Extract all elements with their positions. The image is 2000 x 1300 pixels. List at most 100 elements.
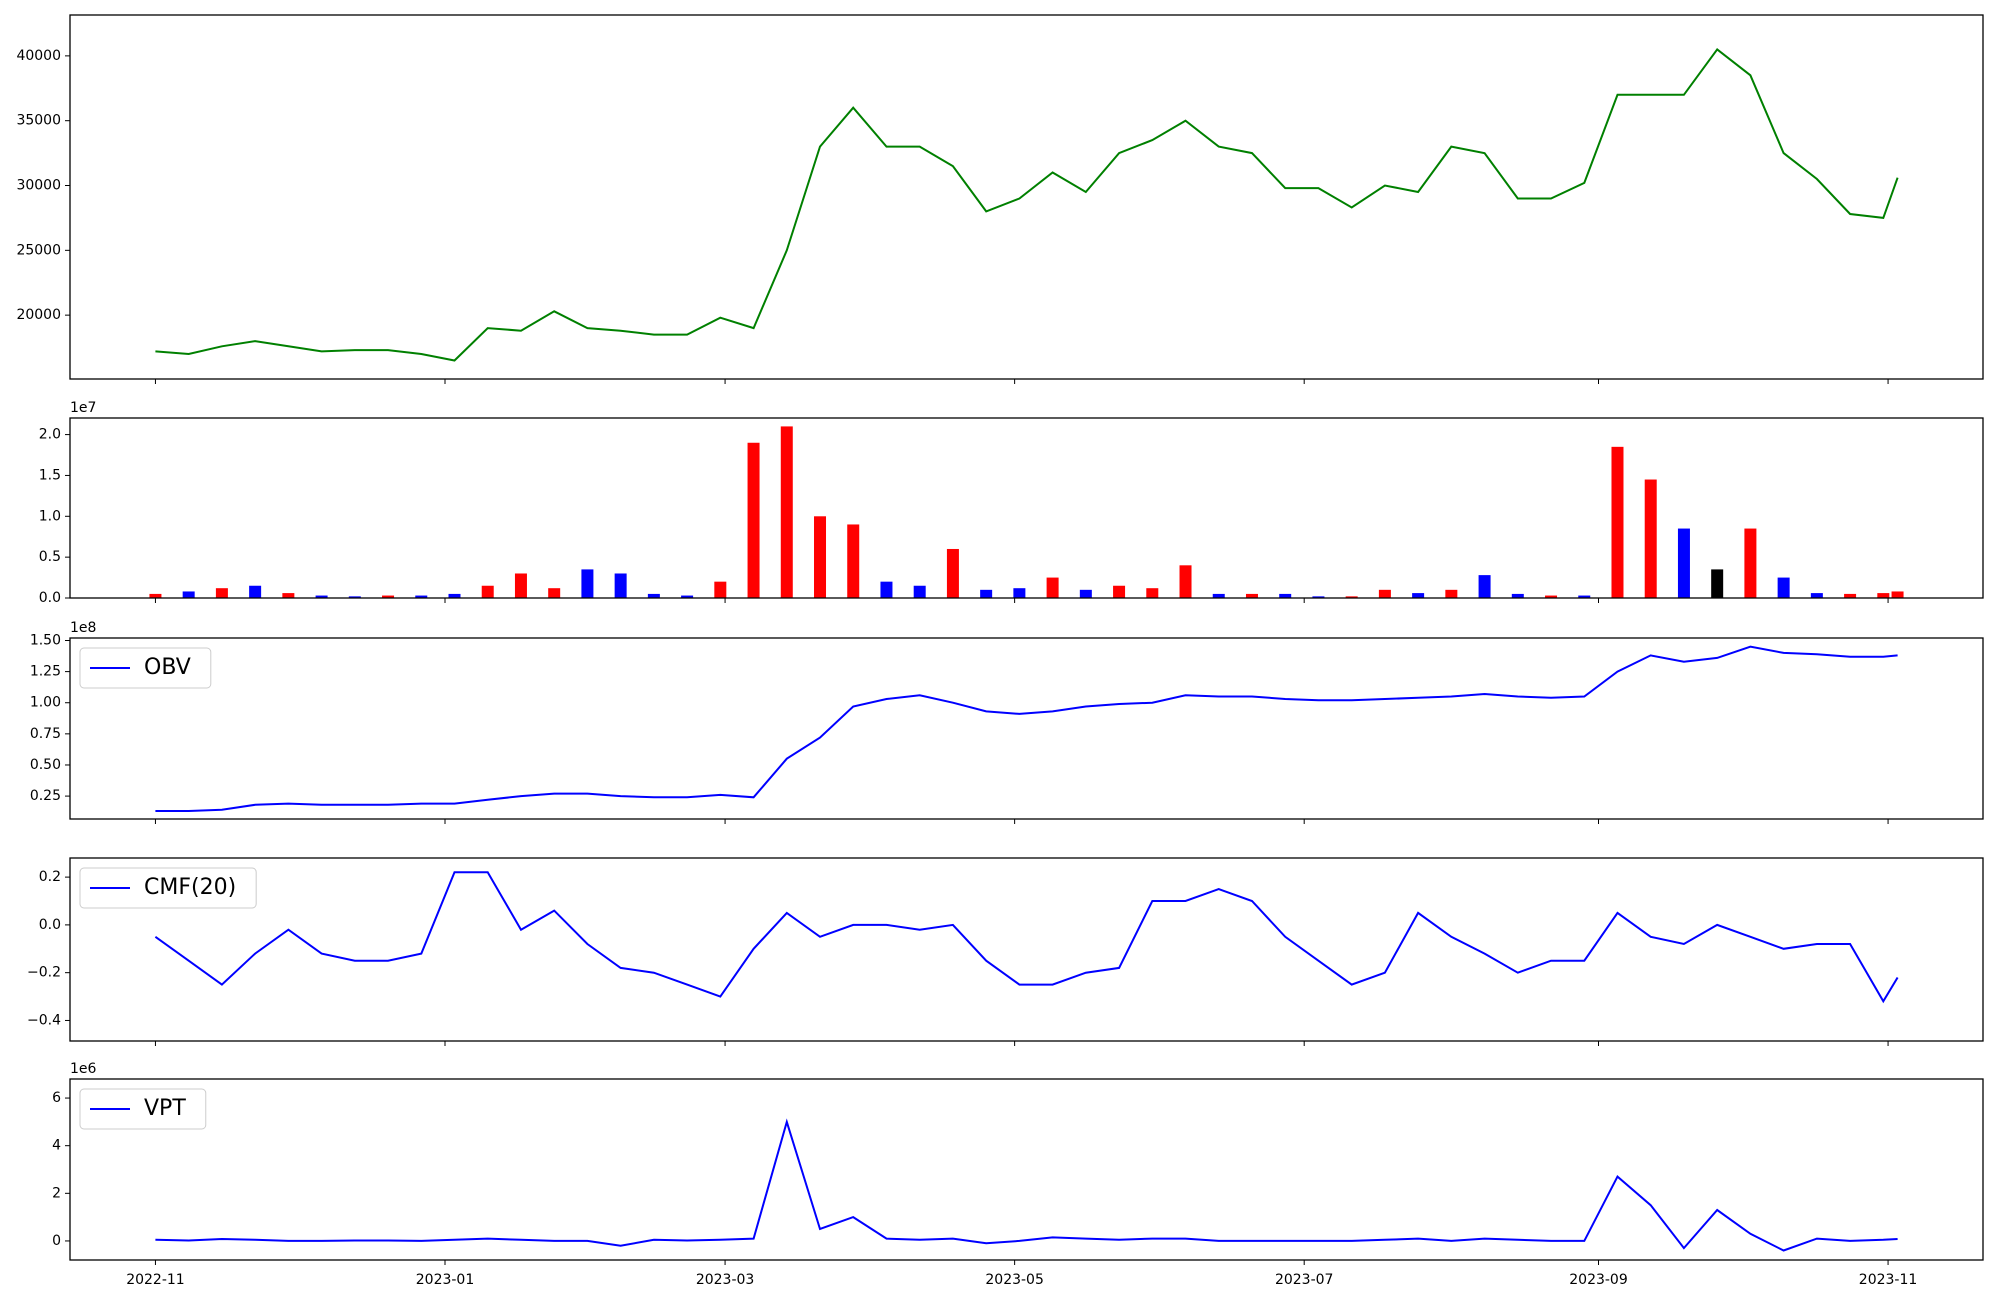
bar — [1445, 589, 1458, 598]
bar — [282, 593, 295, 598]
y-tick-label: 30000 — [16, 178, 61, 194]
axes-frame — [69, 1078, 1984, 1261]
bar — [1744, 528, 1757, 598]
y-tick-label: 0.0 — [39, 917, 61, 933]
legend-label: CMF(20) — [144, 875, 236, 900]
y-tick-label: 1.50 — [30, 632, 61, 648]
bar — [1677, 528, 1690, 598]
bar — [1777, 577, 1790, 598]
y-tick-label: 4 — [52, 1138, 61, 1154]
y-tick-label: 25000 — [16, 242, 61, 258]
y-tick-label: 0 — [52, 1233, 61, 1249]
axis-offset: 1e8 — [70, 620, 96, 636]
legend-box — [79, 1088, 207, 1130]
bar — [880, 581, 893, 598]
legend-label: OBV — [144, 655, 191, 680]
legend-box — [79, 647, 212, 689]
axes-frame — [69, 637, 1984, 820]
y-tick-label: 35000 — [16, 113, 61, 129]
bar — [1279, 593, 1292, 598]
y-tick-label: 6 — [52, 1090, 61, 1106]
y-tick-label: 0.2 — [39, 869, 61, 885]
y-tick-label: 40000 — [16, 48, 61, 64]
bar — [1378, 589, 1391, 598]
bar — [249, 585, 262, 598]
bar — [215, 588, 228, 598]
bar — [714, 581, 727, 598]
bar — [1345, 596, 1358, 598]
legend: VPT — [79, 1088, 207, 1130]
bar — [315, 595, 328, 598]
x-tick-label: 2023-03 — [696, 1272, 755, 1288]
bar — [182, 591, 195, 598]
y-tick-label: 0.75 — [30, 726, 61, 742]
bar — [149, 593, 162, 598]
bar — [814, 516, 827, 598]
y-tick-label: 0.50 — [30, 757, 61, 773]
x-tick-label: 2023-09 — [1569, 1272, 1628, 1288]
bar — [1478, 575, 1491, 598]
bar — [1877, 593, 1890, 598]
bar — [980, 589, 993, 598]
y-tick-label: −0.2 — [27, 965, 61, 981]
legend: OBV — [79, 647, 212, 689]
bar — [1810, 593, 1823, 598]
bar — [1113, 585, 1126, 598]
bar — [1079, 589, 1092, 598]
axes-frame — [69, 417, 1984, 599]
bar — [614, 573, 627, 598]
y-tick-label: −0.4 — [27, 1012, 61, 1028]
bar — [1891, 591, 1904, 598]
bar — [913, 585, 926, 598]
y-tick-label: 1.5 — [39, 467, 61, 483]
legend-box — [79, 867, 257, 909]
bar — [448, 593, 461, 598]
bar — [1245, 593, 1258, 598]
bar — [348, 596, 361, 598]
bar — [1179, 565, 1192, 598]
bar — [1578, 595, 1591, 598]
bar — [1844, 593, 1857, 598]
bar — [1212, 593, 1225, 598]
y-tick-label: 1.0 — [39, 508, 61, 524]
y-tick-label: 0.0 — [39, 590, 61, 606]
bar — [780, 426, 793, 598]
axes-frame — [69, 857, 1984, 1042]
bar — [747, 442, 760, 598]
bar — [1644, 479, 1657, 598]
bar — [1711, 569, 1724, 598]
y-tick-label: 2.0 — [39, 427, 61, 443]
line — [155, 1118, 1898, 1252]
y-tick-label: 0.25 — [30, 788, 61, 804]
line — [154, 871, 1899, 1004]
legend: CMF(20) — [79, 867, 257, 909]
bar — [1511, 593, 1524, 598]
bar — [647, 593, 660, 598]
bar — [1146, 588, 1159, 598]
bar — [415, 595, 428, 598]
bar — [581, 569, 594, 598]
legend-label: VPT — [144, 1096, 186, 1121]
bar — [514, 573, 527, 598]
y-tick-label: 0.5 — [39, 549, 61, 565]
y-tick-label: 2 — [52, 1185, 61, 1201]
bar — [847, 524, 860, 598]
bar — [1611, 446, 1624, 598]
bar — [1412, 593, 1425, 598]
bar — [1312, 596, 1325, 598]
axis-offset: 1e7 — [70, 400, 96, 416]
bar — [382, 595, 395, 598]
x-tick-label: 2023-11 — [1859, 1272, 1918, 1288]
y-tick-label: 20000 — [16, 307, 61, 323]
line — [155, 47, 1899, 362]
bar — [548, 588, 561, 598]
line — [155, 645, 1898, 812]
bar — [1046, 577, 1059, 598]
x-tick-label: 2023-07 — [1275, 1272, 1334, 1288]
x-tick-label: 2023-01 — [416, 1272, 475, 1288]
bar — [681, 595, 694, 598]
y-tick-label: 1.00 — [30, 695, 61, 711]
x-tick-label: 2023-05 — [985, 1272, 1044, 1288]
x-tick-label: 2022-11 — [126, 1272, 185, 1288]
